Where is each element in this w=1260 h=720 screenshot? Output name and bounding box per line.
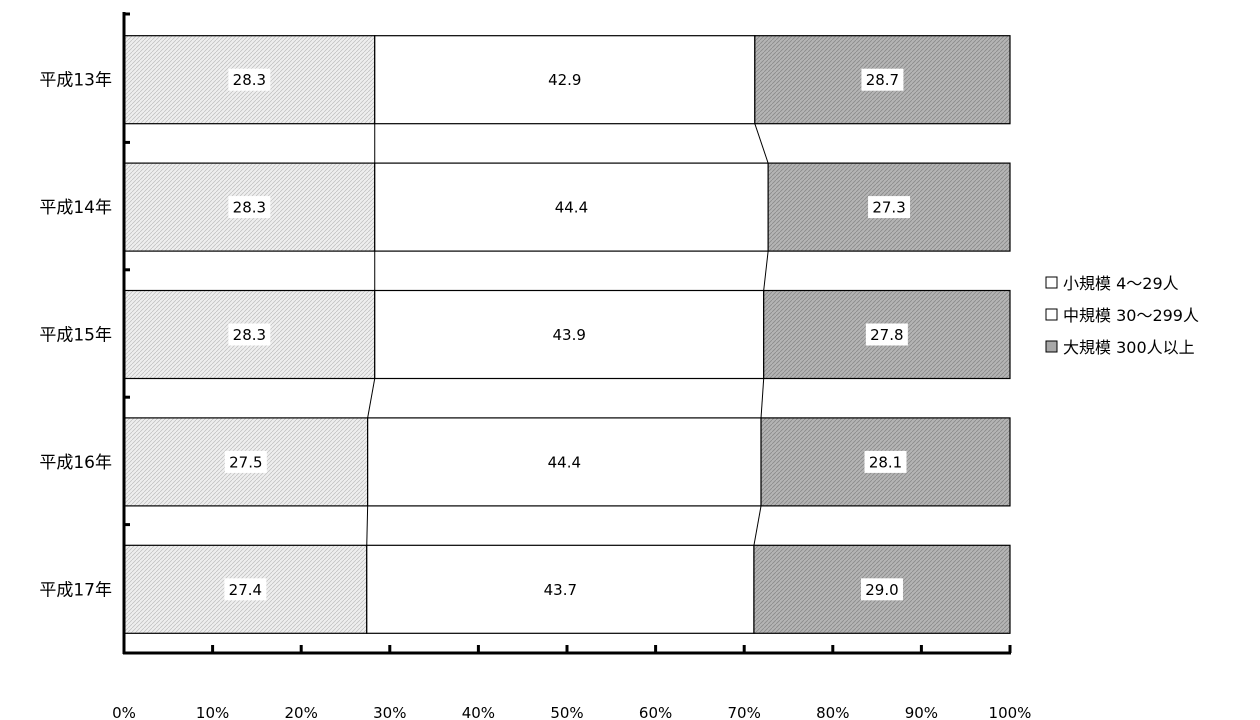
legend-swatch [1045, 308, 1058, 321]
series-line [366, 505, 369, 546]
data-label-background [868, 196, 911, 219]
category-label: 平成13年 [39, 71, 112, 91]
series-line [753, 505, 762, 546]
data-label-background [864, 450, 907, 473]
x-tick-label: 40% [462, 704, 495, 720]
data-label-background [865, 323, 908, 346]
series-line [367, 378, 376, 418]
legend-swatch [1045, 276, 1058, 289]
category-label: 平成15年 [39, 326, 112, 346]
data-label-background [543, 450, 586, 473]
legend-label: 大規模 300人以上 [1063, 338, 1195, 357]
data-label-background [861, 68, 904, 91]
data-label: 27.3 [872, 199, 905, 217]
data-label: 43.7 [544, 581, 577, 599]
data-label: 44.4 [548, 453, 581, 471]
data-label: 28.3 [233, 199, 266, 217]
data-label-background [860, 578, 903, 601]
data-label: 27.8 [870, 326, 903, 344]
category-label: 平成16年 [39, 453, 112, 473]
data-label-background [548, 323, 591, 346]
data-label-background [543, 68, 586, 91]
x-tick-label: 0% [112, 704, 136, 720]
series-connector-lines [366, 123, 769, 546]
series-line [763, 251, 769, 291]
legend-label: 小規模 4～29人 [1063, 274, 1179, 293]
data-label: 28.7 [866, 71, 899, 89]
data-label: 27.4 [229, 581, 262, 599]
data-label: 28.3 [233, 71, 266, 89]
data-label-background [224, 578, 267, 601]
data-label: 28.3 [233, 326, 266, 344]
category-label: 平成14年 [39, 198, 112, 218]
data-label-background [224, 450, 267, 473]
data-label: 28.1 [869, 453, 902, 471]
x-tick-labels: 0% 10% 20% 30% 40% 50% 60% 70% 80% 90% 100% [112, 704, 1031, 720]
data-label-background [539, 578, 582, 601]
series-line [760, 378, 765, 418]
series-line [754, 123, 769, 164]
category-label: 平成17年 [39, 580, 112, 600]
x-tick-label: 60% [639, 704, 672, 720]
x-tick-label: 20% [285, 704, 318, 720]
legend-label: 中規模 30～299人 [1063, 306, 1199, 325]
x-tick-label: 70% [728, 704, 761, 720]
data-label-background [228, 196, 271, 219]
data-label: 43.9 [553, 326, 586, 344]
data-label: 29.0 [865, 581, 898, 599]
data-label: 27.5 [229, 453, 262, 471]
x-tick-label: 30% [373, 704, 406, 720]
legend-swatch [1045, 340, 1058, 353]
data-label: 42.9 [548, 71, 581, 89]
x-tick-label: 50% [550, 704, 583, 720]
data-label: 44.4 [555, 199, 588, 217]
x-tick-label: 10% [196, 704, 229, 720]
x-tick-label: 100% [989, 704, 1032, 720]
bars: 28.3 42.9 28.7 28.3 44.4 27.3 28.3 43.9 27.8 27.5… [123, 35, 1011, 634]
axes [122, 12, 1012, 655]
x-tick-label: 90% [905, 704, 938, 720]
x-tick-label: 80% [816, 704, 849, 720]
data-label-background [550, 196, 593, 219]
data-label-background [228, 68, 271, 91]
data-label-background [228, 323, 271, 346]
